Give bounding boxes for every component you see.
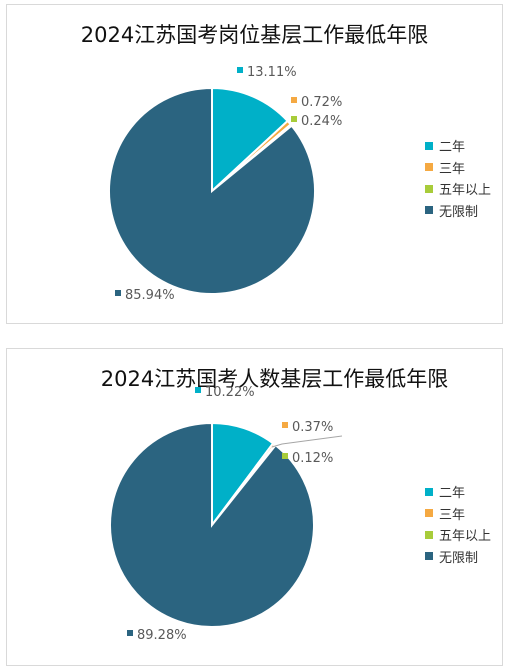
chart-panel-headcount: 2024江苏国考人数基层工作最低年限 10.22% 0.37% 0.12% 89.28… bbox=[6, 348, 503, 666]
legend-label: 三年 bbox=[439, 507, 466, 523]
pie-slice-4 bbox=[109, 421, 315, 628]
legend-item: 无限制 bbox=[425, 200, 491, 222]
data-label-marker bbox=[282, 422, 288, 428]
legend-item: 五年以上 bbox=[425, 524, 491, 546]
legend-label: 三年 bbox=[439, 161, 466, 177]
legend-item: 五年以上 bbox=[425, 178, 491, 200]
data-label-text: 89.28% bbox=[137, 628, 187, 643]
data-label-marker bbox=[127, 630, 133, 636]
legend-label: 五年以上 bbox=[439, 529, 492, 545]
legend-item: 三年 bbox=[425, 157, 491, 179]
legend-swatch bbox=[425, 184, 433, 193]
data-label: 0.72% bbox=[291, 95, 342, 110]
chart-panel-positions: 2024江苏国考岗位基层工作最低年限 13.11% 0.72% 0.24% 85.94… bbox=[6, 4, 503, 324]
data-label: 89.28% bbox=[127, 628, 187, 643]
legend-item: 无限制 bbox=[425, 546, 491, 568]
data-label: 10.22% bbox=[195, 385, 255, 400]
legend-item: 二年 bbox=[425, 481, 491, 503]
legend-swatch bbox=[425, 163, 433, 172]
pie-chart-positions: 13.11% 0.72% 0.24% 85.94% bbox=[108, 65, 342, 303]
data-label-text: 0.37% bbox=[292, 420, 333, 435]
data-label-marker bbox=[282, 453, 288, 459]
chart-legend: 二年三年五年以上无限制 bbox=[425, 481, 491, 567]
legend-label: 无限制 bbox=[439, 550, 479, 566]
legend-label: 无限制 bbox=[439, 204, 479, 220]
legend-swatch bbox=[425, 509, 433, 518]
data-label-marker bbox=[291, 116, 297, 122]
data-label-marker bbox=[291, 97, 297, 103]
legend-swatch bbox=[425, 206, 433, 215]
legend-swatch bbox=[425, 552, 433, 561]
data-label-text: 0.72% bbox=[301, 95, 342, 110]
data-label-text: 0.12% bbox=[292, 451, 333, 466]
data-label: 0.37% bbox=[282, 420, 333, 435]
chart-legend: 二年三年五年以上无限制 bbox=[425, 135, 491, 221]
chart-title: 2024江苏国考岗位基层工作最低年限 bbox=[80, 23, 429, 47]
chart-title: 2024江苏国考人数基层工作最低年限 bbox=[100, 367, 449, 391]
data-label: 13.11% bbox=[237, 65, 297, 80]
legend-swatch bbox=[425, 487, 433, 496]
legend-label: 二年 bbox=[439, 140, 466, 156]
pie-slice-4 bbox=[108, 86, 316, 295]
legend-swatch bbox=[425, 530, 433, 539]
data-label-text: 85.94% bbox=[125, 288, 175, 303]
data-label-text: 13.11% bbox=[247, 65, 297, 80]
legend-item: 二年 bbox=[425, 135, 491, 157]
legend-label: 五年以上 bbox=[439, 183, 492, 199]
data-label-text: 10.22% bbox=[205, 385, 255, 400]
legend-swatch bbox=[425, 141, 433, 150]
legend-item: 三年 bbox=[425, 503, 491, 525]
pie-slice-1 bbox=[211, 86, 289, 194]
data-label-marker bbox=[115, 290, 121, 296]
data-label-text: 0.24% bbox=[301, 114, 342, 129]
leader-line bbox=[271, 435, 343, 448]
legend-label: 二年 bbox=[439, 486, 466, 502]
data-label: 85.94% bbox=[115, 288, 175, 303]
data-label-marker bbox=[195, 387, 201, 393]
data-label-marker bbox=[237, 67, 243, 73]
data-label: 0.12% bbox=[282, 451, 333, 466]
data-label: 0.24% bbox=[291, 114, 342, 129]
pie-chart-headcount: 10.22% 0.37% 0.12% 89.28% bbox=[109, 385, 343, 643]
